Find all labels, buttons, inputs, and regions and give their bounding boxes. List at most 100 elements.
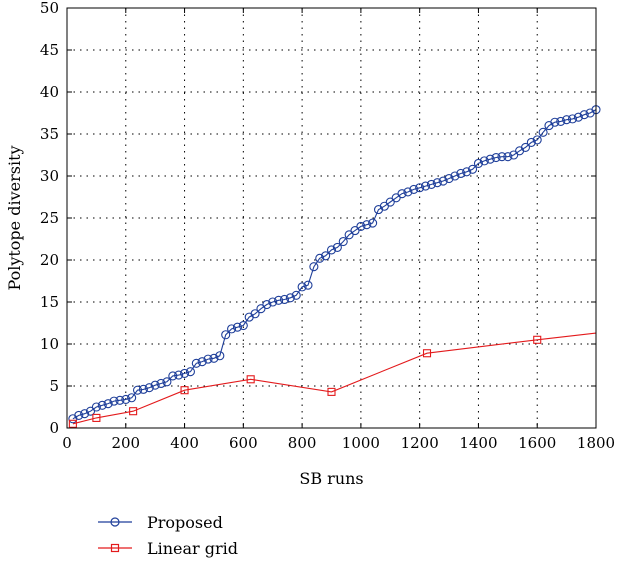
data-point-proposed	[420, 181, 431, 191]
data-point-proposed	[297, 282, 307, 292]
data-point-proposed	[285, 293, 295, 303]
data-point-proposed	[156, 378, 166, 389]
data-point-proposed	[356, 221, 366, 231]
data-point-linear-grid	[533, 335, 542, 344]
data-point-proposed	[132, 385, 143, 395]
data-point-proposed	[203, 354, 213, 364]
data-point-proposed	[279, 294, 290, 305]
data-point-proposed	[409, 184, 419, 194]
data-point-linear-grid	[246, 375, 255, 384]
data-point-proposed	[262, 299, 272, 310]
data-point-proposed	[115, 395, 125, 405]
data-point-proposed	[197, 357, 207, 367]
data-point-proposed	[573, 112, 583, 122]
data-point-proposed	[556, 116, 566, 126]
data-point-proposed	[473, 158, 483, 168]
data-point-proposed	[127, 393, 137, 403]
data-point-proposed	[138, 384, 148, 394]
data-point-proposed	[185, 367, 195, 377]
y-tick-label: 20	[40, 251, 59, 269]
data-point-proposed	[497, 152, 507, 162]
data-point-proposed	[291, 290, 301, 300]
data-point-proposed	[221, 330, 231, 340]
data-point-proposed	[109, 396, 119, 406]
data-point-proposed	[121, 394, 131, 404]
data-point-proposed	[562, 115, 572, 125]
data-point-proposed	[180, 368, 190, 378]
x-tick-label: 0	[62, 434, 72, 452]
data-point-proposed	[150, 380, 160, 390]
data-point-proposed	[567, 114, 578, 124]
x-tick-label: 1600	[518, 434, 556, 452]
data-point-linear-grid	[327, 387, 336, 396]
data-point-proposed	[209, 353, 219, 363]
legend-marker-proposed	[110, 517, 120, 527]
data-point-proposed	[321, 251, 331, 261]
legend-item-linear-grid: Linear grid	[98, 539, 238, 558]
y-tick-label: 50	[40, 0, 59, 17]
plot-area-frame	[66, 7, 597, 429]
data-point-proposed	[362, 220, 372, 230]
series-line-proposed	[72, 109, 597, 420]
data-point-proposed	[503, 152, 513, 162]
data-point-proposed	[444, 173, 454, 184]
axis-ticks: 0 200 400 600 800 1000 1200 1400 1600 1800 0 5 10 15 2…	[40, 0, 615, 452]
data-point-proposed	[103, 399, 113, 409]
data-point-proposed	[456, 168, 466, 179]
data-point-proposed	[368, 218, 378, 228]
x-tick-label: 800	[288, 434, 317, 452]
data-point-proposed	[332, 242, 342, 252]
x-tick-label: 1000	[342, 434, 380, 452]
data-point-proposed	[309, 262, 319, 272]
data-point-proposed	[338, 236, 348, 247]
data-point-proposed	[91, 402, 101, 412]
x-tick-label: 1200	[401, 434, 439, 452]
data-point-proposed	[485, 154, 495, 164]
data-point-proposed	[426, 179, 436, 189]
data-point-proposed	[303, 280, 313, 290]
y-tick-label: 35	[40, 125, 59, 143]
y-tick-label: 25	[40, 209, 59, 227]
data-point-proposed	[479, 156, 489, 166]
y-tick-label: 0	[49, 419, 59, 437]
data-point-proposed	[415, 183, 425, 193]
y-axis-title: Polytope diversity	[5, 145, 24, 290]
data-point-proposed	[538, 127, 548, 137]
legend-item-proposed: Proposed	[98, 513, 223, 532]
data-point-proposed	[462, 167, 472, 177]
series-line-linear-grid	[72, 332, 597, 425]
grid-lines	[67, 8, 596, 428]
x-tick-label: 600	[229, 434, 258, 452]
data-point-proposed	[256, 304, 266, 314]
x-tick-label: 200	[111, 434, 140, 452]
data-point-proposed	[168, 371, 178, 381]
data-point-proposed	[579, 110, 589, 120]
data-point-proposed	[232, 322, 243, 332]
y-tick-label: 10	[40, 335, 59, 353]
y-tick-label: 30	[40, 167, 59, 185]
data-point-proposed	[526, 137, 536, 147]
data-point-linear-grid	[180, 386, 189, 395]
data-point-proposed	[438, 176, 448, 186]
data-point-proposed	[468, 164, 478, 174]
data-point-proposed	[80, 409, 90, 419]
data-point-proposed	[432, 178, 442, 188]
data-point-proposed	[520, 142, 531, 152]
data-point-proposed	[274, 295, 284, 305]
data-point-proposed	[97, 400, 107, 410]
data-point-proposed	[250, 309, 260, 319]
data-point-proposed	[532, 135, 542, 145]
series-group	[68, 105, 601, 428]
data-point-proposed	[326, 245, 337, 255]
y-tick-label: 45	[40, 41, 59, 59]
data-point-proposed	[491, 152, 501, 163]
data-point-proposed	[85, 406, 96, 416]
data-point-proposed	[144, 383, 154, 393]
data-point-proposed	[397, 189, 407, 199]
data-point-proposed	[450, 171, 460, 181]
data-point-proposed	[74, 410, 84, 420]
data-point-proposed	[268, 297, 278, 307]
data-point-proposed	[227, 324, 237, 334]
data-point-proposed	[344, 230, 354, 240]
